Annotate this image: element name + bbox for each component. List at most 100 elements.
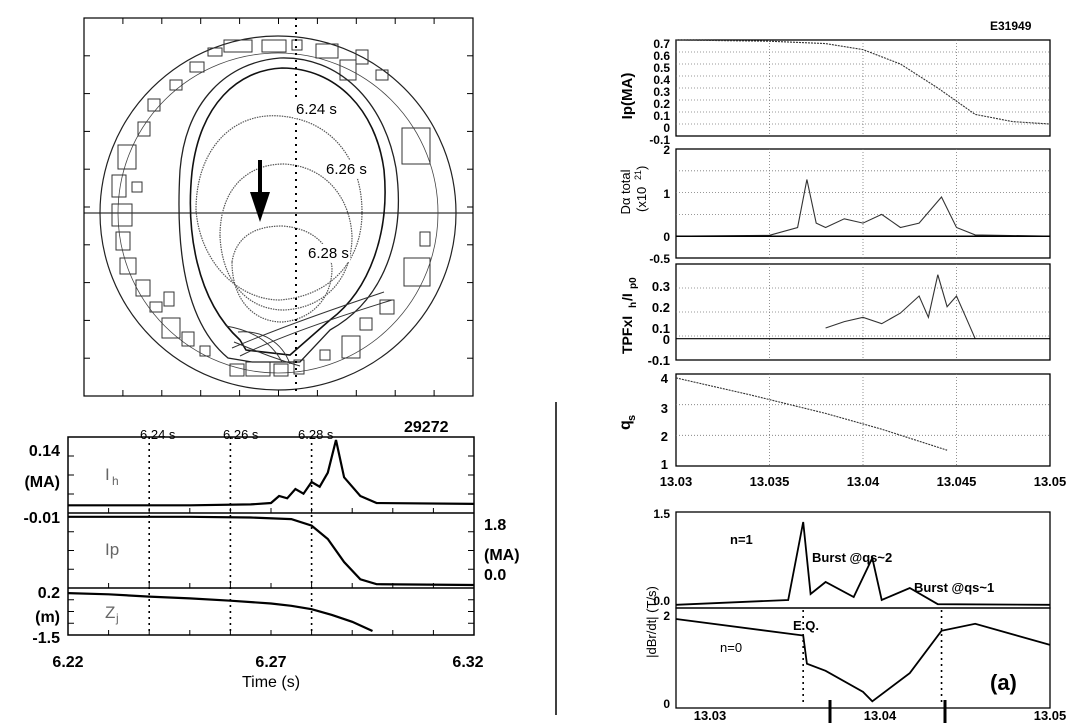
- coil: [161, 317, 181, 339]
- coil: [273, 363, 289, 377]
- separatrix: [189, 67, 386, 356]
- series-right-line: [675, 377, 948, 451]
- ip-tick-label: 0.3: [653, 85, 670, 99]
- flux-ticks: [84, 18, 473, 396]
- left-ticks: [67, 455, 475, 635]
- y-tick-label: -1.5: [32, 630, 60, 647]
- coil: [315, 43, 339, 59]
- n1-label: n=1: [730, 532, 753, 547]
- tpf-tick-label: -0.1: [648, 353, 670, 368]
- coil: [207, 47, 223, 57]
- da-unit-end: ): [634, 166, 649, 170]
- right-frames: [675, 39, 1051, 709]
- x-tick-label: 13.03: [660, 474, 693, 489]
- ip-right-tick: 0.0: [484, 567, 506, 584]
- bottom-tick-label: 13.05: [1034, 708, 1067, 723]
- qs-ylabel-group: q s: [617, 415, 638, 430]
- series-zj-line: [67, 592, 373, 633]
- ih-label-sub: h: [112, 474, 119, 488]
- db-tick-label: 2: [663, 609, 670, 623]
- da-ylabel: Dα total: [618, 169, 633, 214]
- ip-tick-label: 0.6: [653, 49, 670, 63]
- coil: [135, 279, 151, 297]
- x-tick-label: 13.045: [937, 474, 977, 489]
- eq-label: E.Q.: [793, 618, 819, 633]
- y-tick-label: 0.2: [38, 585, 60, 602]
- coil: [261, 39, 287, 53]
- burst-qs1-label: Burst @qs~1: [914, 580, 994, 595]
- coil: [169, 79, 183, 91]
- flux-time-label: 6.26 s: [326, 161, 367, 178]
- top-tick-label: 6.28 s: [298, 427, 334, 442]
- divertor-legs: [225, 291, 393, 367]
- tpf-tick-label: 0: [663, 332, 670, 347]
- ip-tick-label: 0.5: [653, 61, 670, 75]
- qs-tick-label: 3: [661, 401, 668, 416]
- series-right-line: [675, 39, 1051, 125]
- coil: [319, 349, 331, 361]
- time-label-bg: [306, 244, 350, 262]
- coil: [163, 291, 175, 307]
- ip-right-unit: (MA): [484, 547, 520, 564]
- series-ih-line: [68, 439, 475, 507]
- tpf-tick-label: 0.3: [652, 279, 670, 294]
- ip-tick-label: 0.2: [653, 97, 670, 111]
- left-series: [67, 439, 475, 633]
- da-tick-label: -0.5: [649, 252, 670, 266]
- panel-frame: [675, 607, 1051, 709]
- db-tick-label: 1.5: [653, 507, 670, 521]
- coil: [111, 174, 127, 198]
- bottom-tick-label: 13.04: [864, 708, 897, 723]
- tpf-ylabel-group: TPFxI h /I p0: [619, 277, 639, 354]
- coil: [401, 127, 431, 165]
- coil: [147, 98, 161, 112]
- y-unit-label: (m): [35, 609, 60, 626]
- coil: [379, 299, 395, 315]
- series-db-line: [675, 521, 1051, 606]
- burst-qs2-label: Burst @qs~2: [812, 550, 892, 565]
- coil: [375, 69, 389, 81]
- down-arrow-icon: [250, 192, 270, 222]
- bottom-tick-label: 13.03: [694, 708, 727, 723]
- vessel-outer-wall: [99, 35, 457, 391]
- vessel-inner-wall: [117, 52, 439, 374]
- ip-tick-label: 0.7: [653, 37, 670, 51]
- coil: [149, 301, 163, 313]
- coil: [359, 317, 373, 331]
- coil: [189, 61, 205, 73]
- ip-tick-label: 0.1: [653, 109, 670, 123]
- coil: [115, 231, 131, 251]
- flux-surface-624: [195, 115, 363, 301]
- tpf-tick-label: 0.1: [652, 321, 670, 336]
- x-tick-label: 13.035: [750, 474, 790, 489]
- panel-label: (a): [990, 670, 1017, 695]
- series-right-line: [825, 274, 976, 339]
- left-traces: 29272 6.24 s 6.26 s 6.28 s I h Ip Z j 0.…: [24, 419, 520, 691]
- da-ylabel-group: Dα total (x10 21 ): [618, 166, 649, 215]
- flux-surface-626: [219, 163, 353, 311]
- y-unit-label: (MA): [24, 474, 60, 491]
- series-ip-line: [68, 515, 475, 587]
- x-tick-label: 6.27: [255, 654, 286, 671]
- shot-number-right: E31949: [990, 19, 1032, 33]
- traces-frame: [67, 436, 475, 636]
- coil: [355, 49, 369, 65]
- coil: [131, 181, 143, 193]
- right-panels: E31949 Ip(MA) Dα total (x10 21 ) TPFxI h…: [617, 19, 1066, 723]
- coil: [223, 39, 253, 53]
- y-tick-label: 0.14: [29, 443, 60, 460]
- ip-label: Ip: [105, 540, 119, 559]
- coil: [199, 345, 211, 357]
- coil: [119, 257, 137, 275]
- first-wall: [178, 57, 399, 363]
- zj-label-sub: j: [115, 611, 119, 625]
- qs-tick-label: 4: [661, 371, 669, 386]
- coil: [293, 359, 305, 375]
- coil: [181, 331, 195, 347]
- qs-sub: s: [626, 415, 638, 421]
- db-tick-label: 0: [663, 697, 670, 711]
- qs-ylabel: q: [617, 420, 634, 430]
- da-tick-label: 1: [663, 187, 670, 201]
- tpf-mid: /I: [619, 293, 635, 301]
- zj-label: Z: [105, 603, 115, 622]
